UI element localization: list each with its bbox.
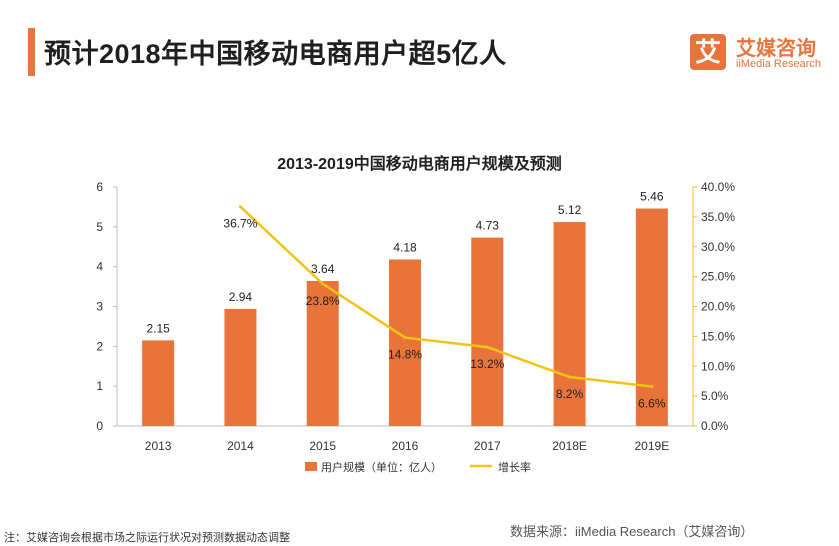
growth-rate-label: 14.8% (388, 348, 422, 362)
logo-subtitle: iiMedia Research (736, 58, 821, 70)
growth-rate-point (238, 205, 242, 209)
logo-mark: 艾 (690, 34, 726, 70)
title-accent-bar (28, 28, 35, 76)
bar (142, 340, 175, 426)
bar-data-label: 4.73 (476, 219, 500, 233)
growth-rate-label: 6.6% (638, 397, 666, 411)
growth-rate-label: 13.2% (470, 357, 504, 371)
right-tick-label: 15.0% (701, 329, 735, 343)
growth-rate-label: 36.7% (223, 217, 257, 231)
bar-data-label: 3.64 (311, 262, 335, 276)
bar (553, 222, 586, 426)
left-tick-label: 6 (96, 180, 103, 194)
growth-rate-line (239, 205, 653, 388)
bar (471, 237, 504, 426)
left-tick-label: 5 (96, 220, 103, 234)
right-tick-label: 20.0% (701, 300, 735, 314)
right-tick-label: 0.0% (701, 419, 729, 433)
growth-rate-point (403, 336, 407, 340)
bar (224, 308, 257, 426)
left-tick-label: 1 (96, 379, 103, 393)
left-tick-label: 0 (96, 419, 103, 433)
right-tick-label: 40.0% (701, 180, 735, 194)
x-tick-label: 2018E (552, 439, 587, 453)
right-tick-label: 25.0% (701, 270, 735, 284)
right-tick-label: 10.0% (701, 359, 735, 373)
growth-rate-label: 23.8% (306, 294, 340, 308)
growth-rate-point (568, 375, 572, 379)
growth-rate-point (650, 385, 654, 389)
x-tick-label: 2015 (309, 439, 336, 453)
legend-bar-swatch (305, 462, 317, 471)
growth-rate-point (321, 282, 325, 286)
chart-title: 2013-2019中国移动电商用户规模及预测 (277, 156, 562, 173)
right-tick-label: 5.0% (701, 389, 729, 403)
right-tick-label: 30.0% (701, 240, 735, 254)
bar (306, 281, 339, 426)
left-tick-label: 3 (96, 300, 103, 314)
bar-data-label: 5.12 (558, 203, 582, 217)
left-tick-label: 4 (96, 260, 103, 274)
x-tick-label: 2016 (392, 439, 419, 453)
bar-data-label: 2.15 (146, 321, 170, 335)
footnote: 注：艾媒咨询会根据市场之际运行状况对预测数据动态调整 (4, 532, 290, 544)
legend-bar-label: 用户规模（单位：亿人） (321, 460, 442, 474)
x-tick-label: 2017 (474, 439, 501, 453)
growth-rate-point (485, 345, 489, 349)
x-tick-label: 2014 (227, 439, 254, 453)
legend-line-label: 增长率 (498, 460, 531, 474)
page-title: 预计2018年中国移动电商用户超5亿人 (44, 39, 507, 69)
data-source: 数据来源：iiMedia Research（艾媒咨询） (510, 524, 754, 539)
bar-data-label: 4.18 (393, 240, 417, 254)
left-tick-label: 2 (96, 339, 103, 353)
x-tick-label: 2013 (145, 439, 172, 453)
logo-name: 艾媒咨询 (736, 38, 816, 60)
bar-data-label: 2.94 (229, 290, 253, 304)
bar (389, 259, 421, 426)
brand-logo: 艾 艾媒咨询 iiMedia Research (690, 32, 830, 76)
growth-rate-label: 8.2% (556, 387, 584, 401)
x-tick-label: 2019E (635, 439, 670, 453)
bar-data-label: 5.46 (640, 190, 664, 204)
right-tick-label: 35.0% (701, 210, 735, 224)
bar (635, 208, 668, 426)
